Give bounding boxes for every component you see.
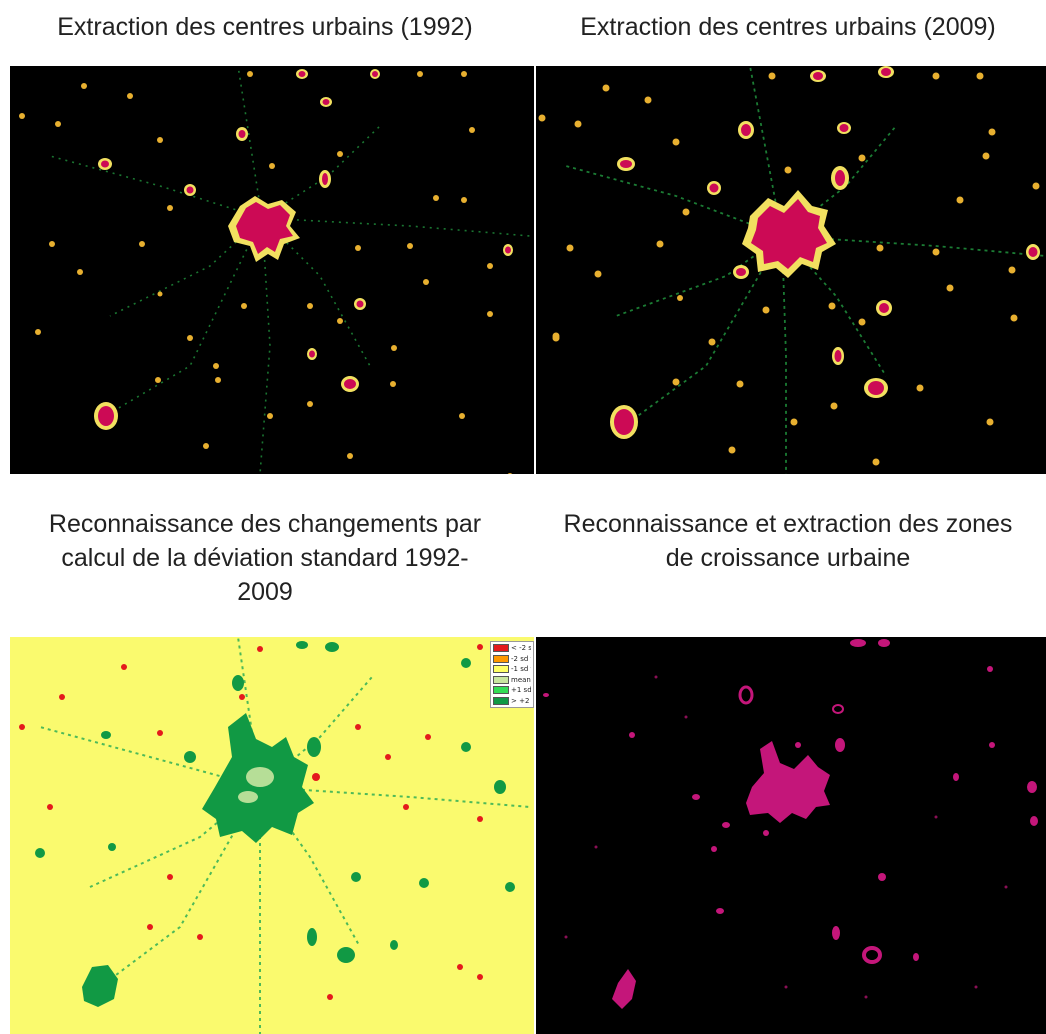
map-urban-centres-2009 — [536, 66, 1046, 474]
small-settlements-1992 — [19, 71, 513, 474]
map-change-svg — [19, 637, 531, 1034]
legend-label: +1 sd to — [511, 686, 531, 695]
legend-label: mean to — [511, 675, 531, 684]
legend-item: -1 sd to — [493, 664, 531, 675]
legend-swatch — [493, 696, 509, 705]
std-dev-legend: < -2 sd -2 sd to -1 sd to mean to +1 sd … — [490, 641, 534, 708]
caption-change-line-1: Reconnaissance des changements par — [48, 510, 482, 538]
caption-growth-line-1: Reconnaissance et extraction des zones — [563, 510, 1013, 538]
moderate-change-zones — [238, 767, 274, 803]
map-change-detection: < -2 sd -2 sd to -1 sd to mean to +1 sd … — [10, 637, 534, 1034]
negative-change-points — [19, 644, 483, 1000]
legend-swatch — [493, 654, 509, 663]
roads-2009 — [565, 66, 1046, 474]
legend-label: < -2 sd — [511, 644, 531, 653]
legend-item: -2 sd to — [493, 654, 531, 665]
caption-1992: Extraction des centres urbains (1992) — [0, 10, 530, 44]
map-2009-svg — [538, 66, 1046, 474]
urban-cores-1992 — [98, 71, 511, 426]
legend-item: > +2 sd — [493, 696, 531, 707]
legend-item: mean to — [493, 675, 531, 686]
map-urban-centres-1992 — [10, 66, 534, 474]
caption-urban-growth: Reconnaissance et extraction des zones d… — [530, 507, 1046, 575]
legend-swatch — [493, 675, 509, 684]
legend-swatch — [493, 686, 509, 695]
caption-change-line-2: calcul de la déviation standard 1992- — [61, 544, 469, 572]
urban-halos-1992 — [94, 69, 513, 430]
caption-2009-text: Extraction des centres urbains (2009) — [580, 13, 996, 41]
map-growth-svg — [543, 639, 1038, 1009]
caption-1992-text: Extraction des centres urbains (1992) — [57, 13, 473, 41]
urban-cores-2009 — [614, 68, 1038, 435]
legend-label: > +2 sd — [511, 696, 531, 705]
growth-specks — [564, 675, 1008, 999]
growth-zones — [543, 639, 1038, 1009]
positive-change-zones — [35, 641, 515, 1007]
legend-item: < -2 sd — [493, 643, 531, 654]
caption-change-line-3: 2009 — [237, 578, 293, 606]
map-urban-growth — [536, 637, 1046, 1034]
caption-change-detection: Reconnaissance des changements par calcu… — [0, 507, 530, 609]
small-settlements-2009 — [538, 72, 1040, 466]
legend-item: +1 sd to — [493, 685, 531, 696]
legend-label: -1 sd to — [511, 665, 531, 674]
legend-swatch — [493, 644, 509, 653]
legend-label: -2 sd to — [511, 654, 531, 663]
caption-2009: Extraction des centres urbains (2009) — [530, 10, 1046, 44]
roads-1992 — [49, 66, 531, 474]
map-1992-svg — [19, 66, 531, 474]
legend-swatch — [493, 665, 509, 674]
caption-growth-line-2: de croissance urbaine — [665, 544, 911, 572]
